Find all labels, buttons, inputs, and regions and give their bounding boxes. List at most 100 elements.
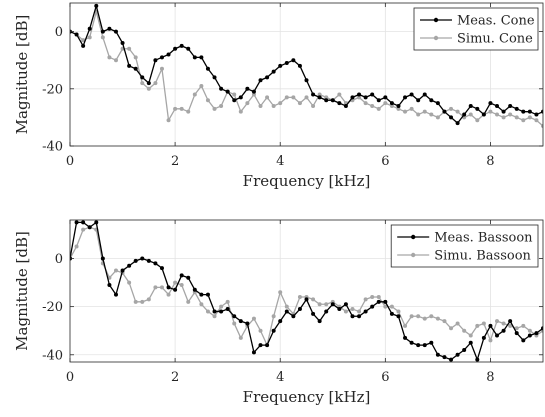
data-point bbox=[534, 331, 539, 336]
data-point bbox=[265, 75, 270, 80]
data-point bbox=[343, 103, 348, 108]
legend-marker bbox=[411, 234, 416, 240]
data-point bbox=[107, 282, 112, 287]
data-point bbox=[278, 319, 283, 324]
legend-label: Meas. Bassoon bbox=[434, 231, 533, 246]
data-point bbox=[173, 287, 178, 292]
data-point bbox=[245, 86, 250, 91]
data-point bbox=[376, 98, 381, 103]
data-point bbox=[403, 109, 408, 114]
data-point bbox=[258, 328, 263, 333]
data-point bbox=[311, 297, 316, 302]
data-point bbox=[74, 32, 79, 37]
data-point bbox=[317, 92, 322, 97]
data-point bbox=[245, 101, 250, 106]
data-point bbox=[501, 115, 506, 120]
data-point bbox=[173, 46, 178, 51]
data-point bbox=[389, 103, 394, 108]
data-point bbox=[258, 78, 263, 83]
data-point bbox=[225, 89, 230, 94]
data-point bbox=[435, 316, 440, 321]
data-point bbox=[481, 335, 486, 340]
data-point bbox=[265, 343, 270, 348]
data-point bbox=[212, 106, 217, 111]
data-point bbox=[87, 225, 92, 230]
legend-marker bbox=[433, 35, 439, 41]
data-point bbox=[284, 304, 289, 309]
data-point bbox=[462, 112, 467, 117]
data-point bbox=[199, 302, 204, 307]
data-point bbox=[284, 61, 289, 66]
data-point bbox=[159, 66, 164, 71]
data-point bbox=[238, 319, 243, 324]
data-point bbox=[153, 58, 158, 63]
data-point bbox=[416, 343, 421, 348]
data-point bbox=[442, 355, 447, 360]
data-point bbox=[258, 103, 263, 108]
data-point bbox=[481, 321, 486, 326]
data-point bbox=[337, 92, 342, 97]
data-point bbox=[409, 106, 414, 111]
data-point bbox=[100, 35, 105, 40]
data-point bbox=[449, 115, 454, 120]
data-point bbox=[284, 95, 289, 100]
y-tick-label: 0 bbox=[55, 252, 63, 267]
data-point bbox=[435, 352, 440, 357]
legend: Meas. Cone Simu. Cone bbox=[413, 7, 539, 51]
y-tick-label: -40 bbox=[42, 348, 63, 363]
data-point bbox=[363, 101, 368, 106]
data-point bbox=[514, 331, 519, 336]
data-point bbox=[127, 263, 132, 268]
data-point bbox=[514, 115, 519, 120]
data-point bbox=[508, 103, 513, 108]
data-point bbox=[442, 319, 447, 324]
data-point bbox=[396, 309, 401, 314]
data-point bbox=[350, 314, 355, 319]
data-point bbox=[376, 106, 381, 111]
data-point bbox=[442, 109, 447, 114]
data-point bbox=[422, 316, 427, 321]
y-tick-label: -40 bbox=[42, 140, 63, 155]
data-point bbox=[514, 106, 519, 111]
data-point bbox=[409, 340, 414, 345]
data-point bbox=[521, 338, 526, 343]
x-tick-label: 2 bbox=[171, 154, 179, 169]
series-group bbox=[70, 220, 543, 362]
data-point bbox=[113, 29, 118, 34]
data-point bbox=[192, 287, 197, 292]
data-point bbox=[251, 92, 256, 97]
data-point bbox=[357, 95, 362, 100]
legend: Meas. Bassoon Simu. Bassoon bbox=[390, 224, 539, 268]
data-point bbox=[232, 314, 237, 319]
data-point bbox=[534, 118, 539, 123]
data-point bbox=[238, 109, 243, 114]
data-point bbox=[212, 309, 217, 314]
data-point bbox=[330, 98, 335, 103]
data-point bbox=[113, 268, 118, 273]
data-point bbox=[317, 95, 322, 100]
data-point bbox=[107, 55, 112, 60]
data-point bbox=[107, 26, 112, 31]
data-point bbox=[304, 95, 309, 100]
data-point bbox=[291, 58, 296, 63]
data-point bbox=[403, 95, 408, 100]
data-point bbox=[357, 309, 362, 314]
data-point bbox=[337, 101, 342, 106]
data-point bbox=[495, 333, 500, 338]
legend-marker bbox=[433, 17, 439, 23]
legend-label: Meas. Cone bbox=[457, 14, 535, 29]
data-point bbox=[475, 357, 480, 362]
data-point bbox=[422, 92, 427, 97]
data-point bbox=[74, 244, 79, 249]
data-point bbox=[527, 333, 532, 338]
data-point bbox=[389, 304, 394, 309]
y-tick-label: -20 bbox=[42, 82, 63, 97]
data-point bbox=[179, 43, 184, 48]
data-point bbox=[238, 335, 243, 340]
legend-label: Simu. Cone bbox=[457, 32, 533, 47]
data-point bbox=[81, 38, 86, 43]
data-point bbox=[488, 323, 493, 328]
data-point bbox=[81, 227, 86, 232]
y-tick-label: -20 bbox=[42, 300, 63, 315]
data-point bbox=[87, 26, 92, 31]
